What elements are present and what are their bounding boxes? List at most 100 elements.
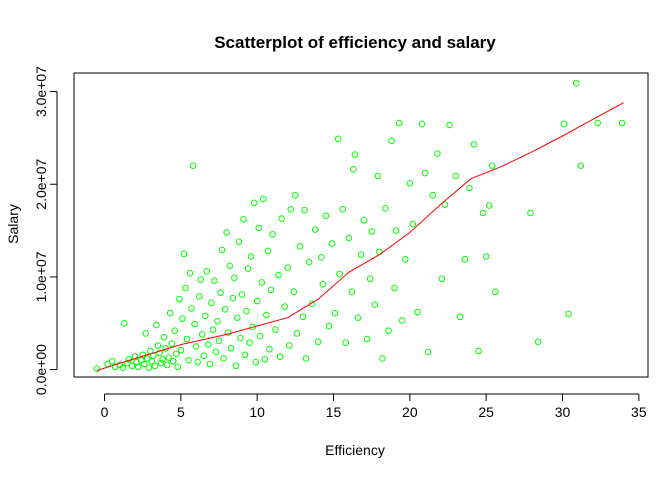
data-point [128, 362, 136, 370]
data-point [429, 192, 437, 199]
x-axis-label: Efficiency [325, 442, 385, 458]
data-point [278, 215, 285, 222]
data-point [348, 288, 356, 296]
data-point [145, 364, 153, 372]
data-point [264, 247, 272, 255]
data-point [363, 335, 371, 343]
data-point [342, 339, 350, 347]
data-point [234, 314, 241, 321]
data-point [235, 238, 243, 245]
data-point [360, 217, 368, 224]
data-point [250, 199, 258, 207]
data-point [434, 150, 441, 157]
x-tick-label: 15 [326, 404, 342, 420]
data-point [171, 327, 179, 334]
data-point [334, 135, 342, 143]
data-point [241, 351, 249, 359]
data-point [305, 258, 313, 266]
data-point [259, 195, 267, 203]
data-point [382, 205, 389, 212]
data-point [201, 312, 209, 320]
data-point [263, 311, 270, 319]
data-point [168, 340, 176, 347]
data-point [197, 276, 205, 283]
x-tick-label: 10 [249, 404, 265, 420]
data-point [325, 322, 333, 330]
data-point [230, 274, 238, 282]
data-point [287, 205, 295, 213]
data-point [142, 330, 150, 337]
data-point [281, 303, 288, 310]
x-tick-label: 5 [177, 404, 185, 420]
data-point [220, 355, 227, 362]
data-point [319, 281, 327, 288]
data-point [212, 348, 220, 356]
data-point [244, 265, 252, 272]
data-point [357, 251, 365, 258]
data-point [223, 229, 230, 236]
x-tick-label: 20 [402, 404, 418, 420]
data-point [488, 162, 496, 169]
data-point [252, 358, 259, 366]
data-point [247, 253, 255, 260]
data-point [186, 269, 194, 277]
data-point [331, 309, 339, 317]
data-point [418, 120, 426, 128]
data-point [267, 286, 275, 294]
data-point [385, 327, 392, 334]
data-point [308, 300, 316, 308]
data-point [124, 359, 131, 367]
data-point [374, 172, 382, 180]
data-point [293, 330, 301, 337]
data-point [172, 350, 180, 358]
data-point [392, 227, 400, 234]
data-point [258, 279, 266, 286]
data-point [157, 359, 165, 367]
x-tick-label: 30 [555, 404, 571, 420]
trend-line-group [96, 102, 624, 371]
data-point [226, 262, 234, 270]
data-point [272, 326, 279, 334]
x-tick-label: 0 [101, 404, 109, 420]
data-point [409, 220, 417, 228]
data-point [322, 212, 330, 220]
data-point [159, 356, 166, 363]
data-point [339, 205, 346, 213]
data-point [266, 345, 273, 353]
data-point [183, 335, 191, 343]
data-point [336, 270, 343, 278]
data-point [371, 301, 379, 309]
data-point [485, 202, 493, 209]
data-point [218, 246, 226, 254]
y-tick-label: 0.0e+00 [33, 344, 49, 395]
data-point [211, 277, 218, 284]
data-point [188, 305, 195, 312]
data-point [243, 307, 250, 315]
data-point [424, 348, 432, 356]
data-point [534, 338, 542, 346]
data-point [93, 365, 101, 372]
data-point [224, 329, 232, 336]
data-point [302, 355, 310, 362]
data-point [217, 289, 224, 296]
data-point [256, 332, 264, 340]
data-point [366, 275, 374, 283]
data-point [379, 355, 386, 362]
data-point [151, 362, 159, 370]
data-point [492, 288, 499, 296]
data-point [215, 337, 223, 345]
data-point [395, 119, 403, 127]
data-point [345, 234, 353, 242]
data-point [139, 351, 146, 359]
data-point [350, 166, 357, 173]
data-point [160, 333, 168, 341]
data-point [388, 137, 395, 144]
data-point [290, 288, 298, 296]
data-point [176, 295, 183, 303]
data-point [406, 179, 414, 187]
data-point [205, 341, 212, 348]
y-axis: 0.0e+00 1.0e+07 2.0e+07 3.0e+07 [33, 66, 58, 395]
data-point [174, 363, 182, 371]
data-point [227, 344, 235, 352]
